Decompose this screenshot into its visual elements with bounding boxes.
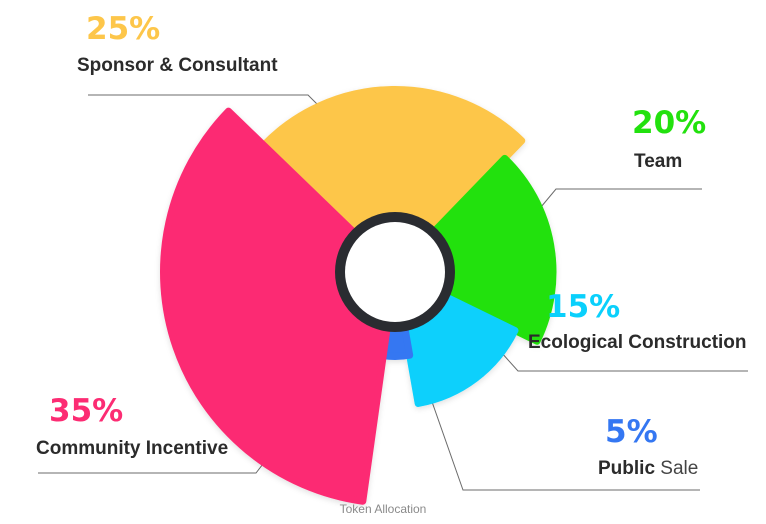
public-sale-percent: 5% (605, 414, 658, 450)
community-incentive-percent: 35% (49, 393, 124, 429)
public-sale-label-plain: Sale (660, 458, 699, 479)
ecological-construction-percent: 15% (546, 289, 621, 325)
team-label: Team (634, 152, 682, 171)
team-percent: 20% (632, 105, 707, 141)
community-incentive-label-text: Community Incentive (36, 438, 229, 459)
sponsor-consultant-label-text: Sponsor & Consultant (77, 55, 278, 76)
ecological-construction-label-text: Ecological Construction (528, 332, 747, 353)
center-hole (345, 222, 445, 322)
public-sale-label-bold: Public (598, 458, 656, 479)
community-incentive-label: Community Incentive (36, 439, 228, 458)
public-sale-label: Public Sale (598, 459, 698, 478)
sponsor-consultant-leader-line (88, 94, 326, 113)
chart-caption: Token Allocation (339, 502, 427, 516)
ecological-construction-leader-line (500, 351, 748, 372)
team-label-text: Team (634, 151, 683, 172)
ecological-construction-label: Ecological Construction (528, 333, 747, 352)
sponsor-consultant-label: Sponsor & Consultant (77, 56, 278, 75)
public-sale-leader-line (423, 378, 700, 491)
team-leader-line (540, 188, 702, 208)
sponsor-consultant-percent: 25% (86, 11, 161, 47)
